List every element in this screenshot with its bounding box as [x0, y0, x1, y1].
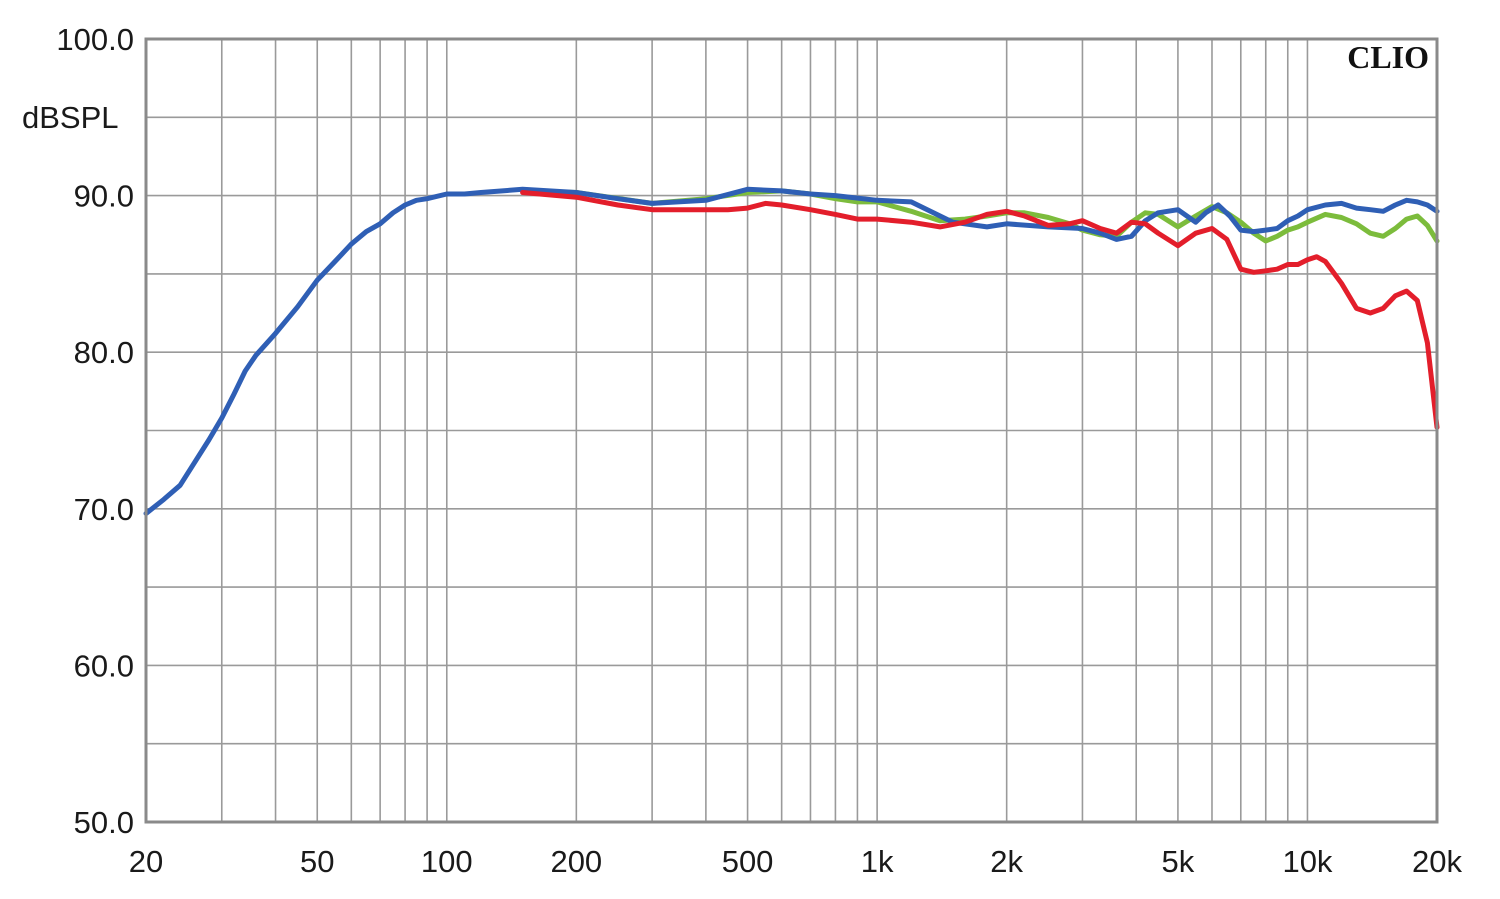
clio-brand-label: CLIO [1347, 39, 1429, 75]
y-tick-label: 90.0 [74, 179, 134, 214]
plot-grid [146, 39, 1437, 822]
series-line-1 [520, 188, 1440, 244]
series-line-3 [520, 190, 1440, 430]
y-axis-unit-label: dBSPL [22, 100, 119, 135]
y-tick-label: 80.0 [74, 335, 134, 370]
y-tick-label: 100.0 [56, 22, 134, 57]
y-tick-label: 50.0 [74, 805, 134, 840]
x-tick-label: 20k [1412, 844, 1462, 879]
x-tick-label: 1k [861, 844, 894, 879]
x-tick-label: 2k [990, 844, 1023, 879]
x-tick-label: 50 [300, 844, 334, 879]
series-layer [143, 186, 1440, 516]
x-tick-label: 20 [129, 844, 163, 879]
x-tick-label: 5k [1162, 844, 1195, 879]
y-tick-label: 60.0 [74, 648, 134, 683]
x-tick-label: 200 [550, 844, 602, 879]
x-tick-label: 500 [722, 844, 774, 879]
x-axis-tick-labels: 20 50 100 200 500 1k 2k 5k 10k 20k [129, 844, 1463, 879]
x-tick-label: 100 [421, 844, 473, 879]
x-tick-label: 10k [1282, 844, 1332, 879]
y-axis-tick-labels: 100.0 90.0 80.0 70.0 60.0 50.0 [56, 22, 134, 840]
plot-frame [144, 37, 1439, 824]
y-tick-label: 70.0 [74, 492, 134, 527]
series-line-2 [143, 186, 1440, 516]
